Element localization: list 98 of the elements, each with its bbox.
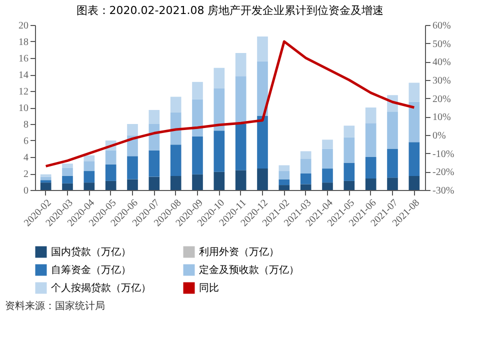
bar bbox=[322, 140, 333, 149]
bar bbox=[214, 88, 225, 131]
bar bbox=[300, 184, 312, 190]
bar bbox=[322, 148, 333, 169]
bar bbox=[192, 136, 203, 174]
bar bbox=[408, 176, 420, 190]
bar bbox=[105, 164, 116, 181]
bar bbox=[365, 178, 376, 190]
bar bbox=[170, 112, 182, 145]
bar bbox=[127, 156, 138, 180]
bar bbox=[62, 176, 73, 184]
bar bbox=[40, 182, 52, 190]
bar bbox=[170, 144, 182, 176]
bar bbox=[300, 158, 312, 174]
bar bbox=[235, 124, 246, 170]
y-tick-label: 8 bbox=[24, 120, 28, 130]
y-tick-label: 12 bbox=[18, 86, 28, 98]
bar bbox=[148, 176, 160, 190]
bar bbox=[387, 112, 398, 149]
y-tick-label: 14 bbox=[18, 70, 28, 81]
bar bbox=[214, 172, 225, 190]
bar bbox=[322, 168, 333, 183]
y-tick-label: 16 bbox=[18, 54, 28, 64]
bar bbox=[214, 68, 225, 89]
bar bbox=[365, 123, 376, 157]
bar bbox=[365, 108, 376, 124]
y-tick-label: 18 bbox=[18, 37, 28, 48]
bar bbox=[257, 61, 268, 116]
bar bbox=[84, 161, 95, 172]
bar bbox=[62, 168, 73, 176]
y2-tick-label: 60% bbox=[432, 20, 451, 32]
bar bbox=[278, 185, 290, 190]
bar bbox=[365, 157, 376, 178]
y-tick-label: 0 bbox=[24, 186, 28, 196]
y2-tick-label: 30% bbox=[432, 76, 451, 86]
y2-tick-label: 20% bbox=[432, 94, 451, 105]
bar bbox=[300, 174, 312, 184]
bar bbox=[387, 178, 398, 190]
y2-tick-label: -30% bbox=[432, 186, 454, 196]
bar bbox=[127, 179, 138, 190]
y2-tick-label: 40% bbox=[432, 57, 451, 68]
bar bbox=[278, 165, 290, 172]
bar bbox=[344, 137, 355, 163]
bar bbox=[235, 76, 246, 124]
bar bbox=[344, 180, 355, 190]
legend-label: 国内贷款（万亿） bbox=[51, 246, 131, 258]
bar bbox=[127, 124, 138, 136]
bar bbox=[62, 164, 73, 168]
bar bbox=[322, 182, 333, 190]
bar bbox=[278, 179, 290, 186]
bar bbox=[170, 96, 182, 112]
bar bbox=[84, 155, 95, 162]
bar bbox=[192, 82, 203, 100]
bar bbox=[40, 174, 52, 177]
bar bbox=[387, 148, 398, 178]
bar bbox=[408, 82, 420, 102]
bar bbox=[408, 142, 420, 176]
bar bbox=[214, 130, 225, 172]
chart-title: 图表：2020.02-2021.08 房地产开发企业累计到位资金及增速 bbox=[76, 4, 384, 17]
bar bbox=[105, 150, 116, 164]
bar bbox=[84, 182, 95, 190]
bar bbox=[257, 168, 268, 190]
legend-label: 定金及预收款（万亿） bbox=[199, 264, 299, 276]
y2-tick-label: -10% bbox=[432, 148, 454, 160]
y2-tick-label: 10% bbox=[432, 112, 451, 124]
y2-tick-label: 0% bbox=[432, 130, 446, 142]
bar bbox=[278, 171, 290, 180]
line-series bbox=[44, 40, 416, 168]
y2-tick-label: -20% bbox=[432, 167, 454, 178]
bar bbox=[84, 171, 95, 183]
legend-label: 自筹资金（万亿） bbox=[51, 264, 131, 276]
y-tick-label: 2 bbox=[24, 169, 28, 180]
bar bbox=[257, 36, 268, 62]
bar bbox=[235, 170, 246, 190]
legend-label: 个人按揭贷款（万亿） bbox=[51, 282, 151, 294]
y-tick-label: 10 bbox=[18, 103, 28, 114]
bar bbox=[40, 180, 52, 183]
bar bbox=[344, 162, 355, 181]
legend-label: 利用外资（万亿） bbox=[199, 246, 279, 258]
bar bbox=[344, 126, 355, 138]
text: 资料来源：国家统计局 bbox=[5, 300, 105, 312]
bar bbox=[192, 174, 203, 190]
bar bbox=[192, 99, 203, 136]
bar bbox=[170, 176, 182, 190]
bar bbox=[408, 102, 420, 142]
bar bbox=[62, 183, 73, 190]
legend-label: 同比 bbox=[199, 282, 219, 294]
bar bbox=[235, 53, 246, 76]
bar bbox=[257, 116, 268, 169]
bar bbox=[300, 151, 312, 159]
bar bbox=[105, 180, 116, 190]
y-tick-label: 20 bbox=[18, 20, 28, 32]
y2-tick-label: 50% bbox=[432, 38, 451, 50]
y-tick-label: 4 bbox=[24, 152, 28, 164]
bar bbox=[148, 110, 160, 124]
y-tick-label: 6 bbox=[24, 136, 28, 147]
bar bbox=[148, 150, 160, 177]
bar bbox=[40, 176, 52, 180]
